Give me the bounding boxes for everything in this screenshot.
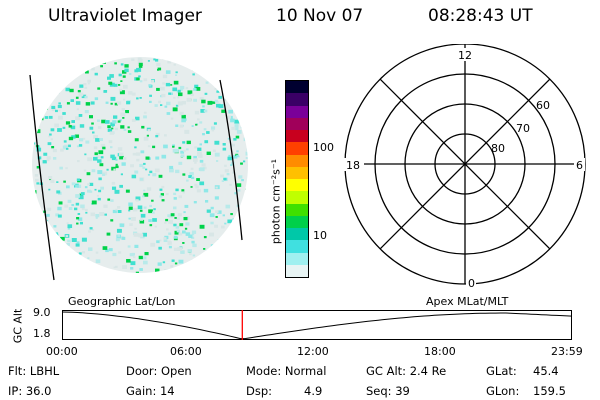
observation-time: 08:28:43 UT <box>428 6 533 26</box>
colorbar-swatch <box>286 203 308 216</box>
gc-altitude-curve <box>62 311 572 340</box>
colorbar-swatch <box>286 166 308 179</box>
uv-emission-speckles <box>32 57 248 273</box>
glon-label: GLon: <box>486 384 520 398</box>
colorbar-swatch <box>286 81 308 94</box>
lat-label-80: 80 <box>491 142 505 155</box>
glat-value: 45.4 <box>533 364 559 378</box>
filter-status: Flt: LBHL <box>8 364 60 378</box>
gain-status: Gain: 14 <box>126 384 175 398</box>
apex-caption: Apex MLat/MLT <box>426 295 509 308</box>
colorbar-swatch <box>286 240 308 253</box>
lat-label-60: 60 <box>536 99 550 112</box>
uv-image <box>29 57 248 281</box>
sequence-status: Seq: 39 <box>366 384 410 398</box>
glon-value: 159.5 <box>533 384 566 398</box>
mlt-label-0: 0 <box>468 277 475 290</box>
time-tick-0600: 06:00 <box>170 345 202 358</box>
colorbar-tick-10: 10 <box>313 229 327 242</box>
colorbar-swatch <box>286 93 308 106</box>
timeline-frame <box>62 310 572 340</box>
colorbar <box>285 80 309 278</box>
colorbar-swatch <box>286 228 308 241</box>
dsp-value: 4.9 <box>304 384 323 398</box>
colorbar-unit-label: photon cm⁻²s⁻¹ <box>269 158 283 245</box>
mlt-label-6: 6 <box>576 159 583 172</box>
colorbar-swatch <box>286 264 308 277</box>
ip-status: IP: 36.0 <box>8 384 52 398</box>
glat-label: GLat: <box>486 364 517 378</box>
time-tick-1200: 12:00 <box>297 345 329 358</box>
polar-diagonal-2 <box>379 78 551 250</box>
dsp-label: Dsp: <box>246 384 273 398</box>
timeline-ymax: 9.0 <box>33 306 51 319</box>
door-status: Door: Open <box>126 364 192 378</box>
observation-date: 10 Nov 07 <box>276 6 364 26</box>
mode-status: Mode: Normal <box>246 364 327 378</box>
colorbar-swatch <box>286 252 308 265</box>
colorbar-swatch <box>286 179 308 192</box>
geographic-caption: Geographic Lat/Lon <box>68 295 176 308</box>
colorbar-swatch <box>286 191 308 204</box>
colorbar-tick-100: 100 <box>313 141 334 154</box>
colorbar-swatch <box>286 142 308 155</box>
right-limb-line <box>219 79 243 241</box>
instrument-title: Ultraviolet Imager <box>48 6 202 26</box>
lat-label-70: 70 <box>516 122 530 135</box>
colorbar-swatch <box>286 117 308 130</box>
colorbar-swatch <box>286 130 308 143</box>
left-limb-line <box>29 74 55 281</box>
time-tick-2359: 23:59 <box>551 345 583 358</box>
mlt-label-18: 18 <box>346 159 360 172</box>
colorbar-swatch <box>286 105 308 118</box>
colorbar-swatch <box>286 215 308 228</box>
time-tick-0000: 00:00 <box>46 345 78 358</box>
colorbar-swatch <box>286 154 308 167</box>
mlt-label-12: 12 <box>458 49 472 62</box>
polar-plot: 12 18 6 0 60 70 80 <box>344 44 586 290</box>
timeline-axis-label: GC Alt <box>11 308 25 344</box>
gc-altitude-status: GC Alt: 2.4 Re <box>366 364 447 378</box>
timeline-ymin: 1.8 <box>33 327 51 340</box>
time-tick-1800: 18:00 <box>424 345 456 358</box>
orbit-timeline <box>62 310 572 340</box>
